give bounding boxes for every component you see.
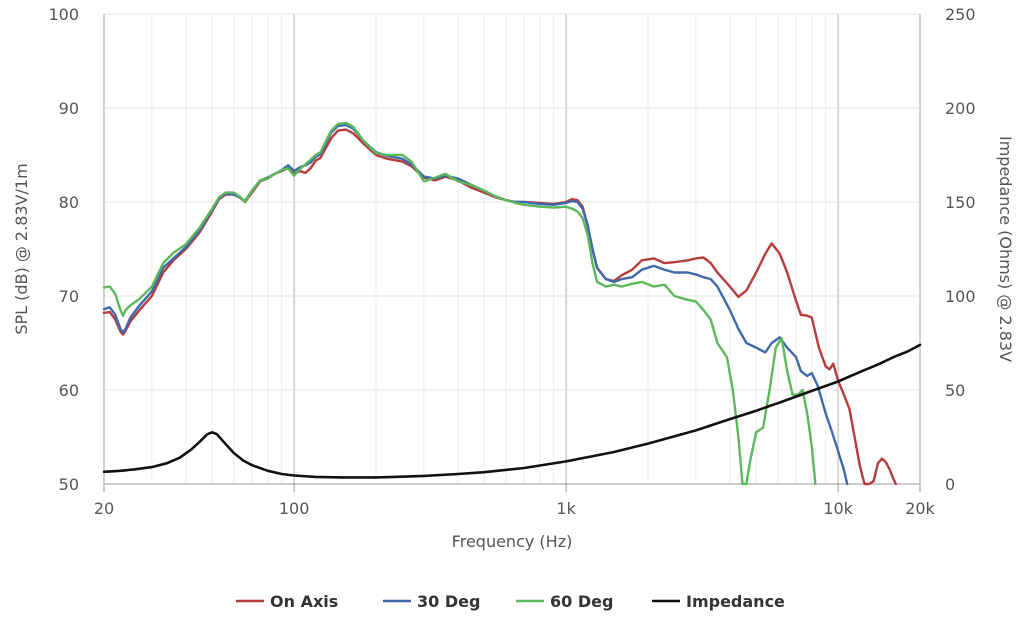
- series-line-impedance: [102, 343, 922, 479]
- x-axis-ticks: 20 100 1k 10k 20k: [94, 484, 936, 518]
- legend-label-60-deg[interactable]: 60 Deg: [550, 592, 613, 611]
- minor-grid: [151, 14, 827, 484]
- x-tick-label: 1k: [556, 499, 576, 518]
- right-y-tick-label: 100: [945, 287, 976, 306]
- left-axis-title: SPL (dB) @ 2.83V/1m: [12, 163, 31, 334]
- right-y-tick-label: 0: [945, 475, 955, 494]
- right-y-tick-label: 150: [945, 193, 976, 212]
- plot-area: [102, 121, 922, 486]
- legend-label-on-axis[interactable]: On Axis: [270, 592, 338, 611]
- left-y-tick-label: 50: [59, 475, 79, 494]
- left-y-tick-label: 70: [59, 287, 79, 306]
- left-y-tick-label: 60: [59, 381, 79, 400]
- x-tick-label: 10k: [823, 499, 853, 518]
- series-line-60-deg: [102, 121, 817, 486]
- x-tick-label: 20k: [905, 499, 935, 518]
- left-y-tick-label: 100: [48, 5, 79, 24]
- legend: On Axis 30 Deg 60 Deg Impedance: [236, 592, 785, 611]
- right-y-tick-label: 50: [945, 381, 965, 400]
- right-y-tick-label: 200: [945, 99, 976, 118]
- x-axis-title: Frequency (Hz): [452, 532, 573, 551]
- right-axis-title: Impedance (Ohms) @ 2.83V: [996, 136, 1015, 362]
- legend-label-impedance[interactable]: Impedance: [686, 592, 785, 611]
- x-tick-label: 100: [279, 499, 310, 518]
- left-y-tick-label: 80: [59, 193, 79, 212]
- right-axis-ticks: 0 50 100 150 200 250: [945, 5, 976, 494]
- left-y-tick-label: 90: [59, 99, 79, 118]
- x-tick-label: 20: [94, 499, 114, 518]
- left-axis-ticks: 50 60 70 80 90 100: [48, 5, 79, 494]
- legend-label-30-deg[interactable]: 30 Deg: [417, 592, 480, 611]
- right-y-tick-label: 250: [945, 5, 976, 24]
